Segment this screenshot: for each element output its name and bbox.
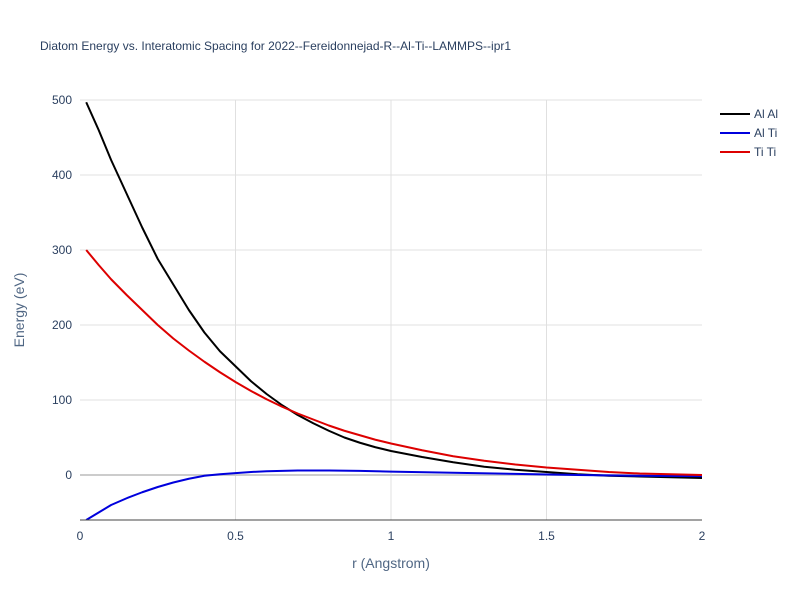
y-tick-labels: 0 100 200 300 400 500 <box>52 93 72 482</box>
x-axis-title: r (Angstrom) <box>352 555 430 571</box>
series-line-al-al <box>85 101 702 479</box>
y-tick-label: 300 <box>52 243 72 257</box>
x-tick-label: 2 <box>699 529 706 543</box>
y-tick-label: 0 <box>65 468 72 482</box>
y-tick-label: 200 <box>52 318 72 332</box>
x-tick-label: 0.5 <box>227 529 244 543</box>
legend-label: Al Ti <box>754 126 777 140</box>
x-tick-label: 1 <box>388 529 395 543</box>
x-tick-label: 1.5 <box>538 529 555 543</box>
chart-title: Diatom Energy vs. Interatomic Spacing fo… <box>40 39 511 53</box>
legend-label: Al Al <box>754 107 778 121</box>
x-tick-labels: 0 0.5 1 1.5 2 <box>77 529 706 543</box>
y-tick-label: 400 <box>52 168 72 182</box>
legend-item-al-al[interactable]: Al Al <box>720 107 778 121</box>
y-axis-title: Energy (eV) <box>11 273 27 348</box>
legend-label: Ti Ti <box>754 145 776 159</box>
legend-item-al-ti[interactable]: Al Ti <box>720 126 777 140</box>
series-line-al-ti <box>85 469 702 520</box>
y-tick-label: 100 <box>52 393 72 407</box>
legend[interactable]: Al Al Al Ti Ti Ti <box>720 107 778 159</box>
series-line-ti-ti <box>85 249 702 476</box>
x-tick-label: 0 <box>77 529 84 543</box>
legend-item-ti-ti[interactable]: Ti Ti <box>720 145 776 159</box>
y-tick-label: 500 <box>52 93 72 107</box>
series-layer <box>85 101 702 520</box>
